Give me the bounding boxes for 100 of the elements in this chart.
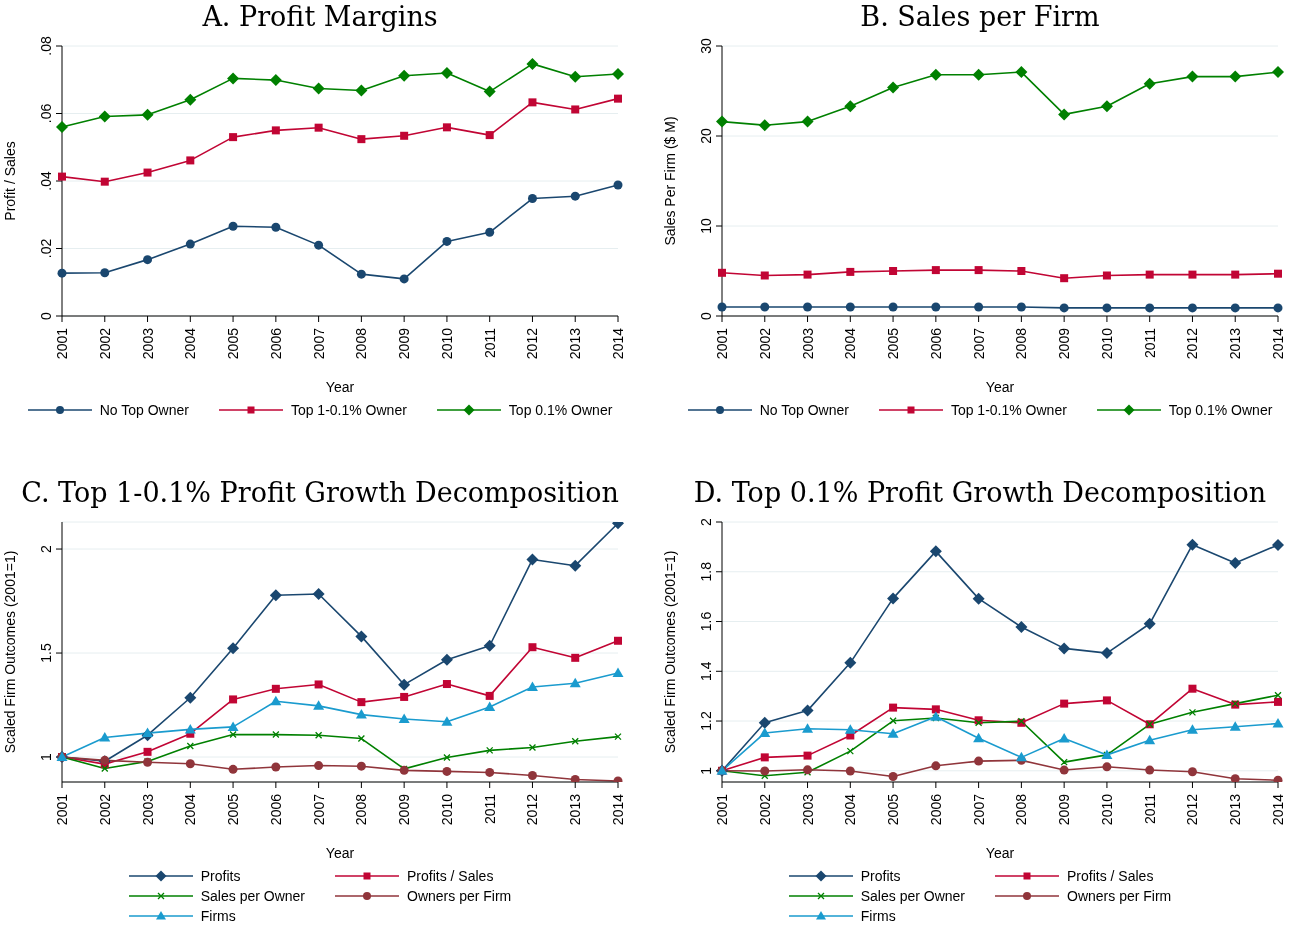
y-tick-label: .04 [38, 171, 54, 191]
x-tick-label: 2004 [182, 327, 199, 360]
y-tick-label: 1.2 [698, 711, 714, 731]
x-tick-label: 2012 [524, 793, 541, 826]
legend-label: Firms [200, 908, 236, 924]
x-tick-label: 2012 [1184, 327, 1201, 360]
y-tick-label: 0 [698, 311, 714, 320]
x-tick-label: 2003 [139, 793, 156, 826]
y-tick-label: .08 [38, 36, 54, 56]
y-tick-label: 20 [698, 128, 714, 144]
x-tick-label: 2011 [481, 793, 498, 825]
x-tick-label: 2003 [139, 327, 156, 360]
x-tick-label: 2010 [1098, 793, 1115, 826]
x-tick-label: 2002 [756, 327, 773, 360]
legend-label: Profits [200, 868, 241, 884]
x-tick-label: 2008 [353, 327, 370, 360]
x-tick-label: 2005 [225, 793, 242, 826]
x-tick-label: 2001 [54, 793, 70, 826]
legend-label: Top 1-0.1% Owner [950, 402, 1067, 418]
chart-title: D. Top 0.1% Profit Growth Decomposition [692, 476, 1268, 510]
legend-label: No Top Owner [759, 402, 849, 418]
x-axis-title: Year [985, 845, 1015, 861]
x-tick-label: 2012 [524, 327, 541, 360]
x-tick-label: 2011 [481, 327, 498, 359]
y-tick-label: 1 [38, 752, 54, 761]
x-tick-label: 2014 [1270, 793, 1286, 826]
x-tick-label: 2011 [1141, 793, 1158, 825]
x-tick-label: 2007 [970, 327, 987, 360]
x-tick-label: 2014 [610, 793, 626, 826]
x-tick-label: 2002 [96, 327, 113, 360]
chart-title: B. Sales per Firm [859, 0, 1101, 34]
y-axis-title: Sales Per Firm ($ M) [661, 116, 678, 246]
x-tick-label: 2008 [353, 793, 370, 826]
x-axis-title: Year [325, 379, 355, 395]
legend-label: Top 0.1% Owner [508, 402, 613, 418]
x-tick-label: 2006 [927, 793, 944, 826]
x-tick-label: 2009 [396, 793, 413, 826]
x-tick-label: 2006 [267, 327, 284, 360]
x-tick-label: 2004 [182, 793, 199, 826]
x-tick-label: 2014 [610, 327, 626, 360]
legend-label: Sales per Owner [860, 888, 966, 904]
x-tick-label: 2003 [799, 327, 816, 360]
x-tick-label: 2010 [438, 327, 455, 360]
y-axis-title: Scaled Firm Outcomes (2001=1) [661, 550, 678, 754]
x-tick-label: 2010 [438, 793, 455, 826]
x-axis-title: Year [325, 845, 355, 861]
legend-label: Top 1-0.1% Owner [290, 402, 407, 418]
y-tick-label: .06 [38, 103, 54, 124]
x-tick-label: 2004 [842, 793, 859, 826]
x-tick-label: 2005 [885, 793, 902, 826]
legend-label: No Top Owner [99, 402, 189, 418]
y-tick-label: 1 [698, 766, 714, 775]
legend-label: Top 0.1% Owner [1168, 402, 1273, 418]
x-tick-label: 2013 [567, 327, 584, 360]
legend-label: Profits / Sales [407, 868, 494, 884]
y-axis-title: Profit / Sales [1, 141, 18, 221]
x-tick-label: 2001 [714, 327, 730, 360]
x-tick-label: 2013 [1227, 793, 1244, 826]
x-tick-label: 2001 [54, 327, 70, 360]
legend-label: Owners per Firm [407, 888, 512, 904]
x-tick-label: 2013 [567, 793, 584, 826]
y-tick-label: 1.4 [698, 661, 714, 682]
y-tick-label: 1.8 [698, 561, 714, 582]
x-tick-label: 2002 [756, 793, 773, 826]
y-tick-label: 10 [698, 218, 714, 234]
x-tick-label: 2002 [96, 793, 113, 826]
x-tick-label: 2010 [1098, 327, 1115, 360]
legend-label: Profits [860, 868, 901, 884]
x-tick-label: 2004 [842, 327, 859, 360]
x-tick-label: 2001 [714, 793, 730, 826]
y-tick-label: .02 [38, 238, 54, 259]
x-tick-label: 2003 [799, 793, 816, 826]
x-tick-label: 2005 [885, 327, 902, 360]
x-tick-label: 2012 [1184, 793, 1201, 826]
x-tick-label: 2005 [225, 327, 242, 360]
y-axis-title: Scaled Firm Outcomes (2001=1) [1, 550, 18, 754]
y-tick-label: 1.5 [38, 643, 54, 663]
x-tick-label: 2008 [1013, 327, 1030, 360]
legend-label: Firms [860, 908, 896, 924]
y-tick-label: 2 [38, 544, 54, 553]
legend-label: Sales per Owner [200, 888, 306, 904]
x-tick-label: 2014 [1270, 327, 1286, 360]
legend-label: Profits / Sales [1067, 868, 1154, 884]
chart-title: A. Profit Margins [201, 0, 439, 34]
x-tick-label: 2007 [310, 327, 327, 360]
y-tick-label: 0 [38, 311, 54, 320]
x-tick-label: 2009 [396, 327, 413, 360]
x-tick-label: 2009 [1056, 793, 1073, 826]
x-tick-label: 2006 [927, 327, 944, 360]
x-tick-label: 2013 [1227, 327, 1244, 360]
y-tick-label: 2 [698, 517, 714, 526]
x-tick-label: 2008 [1013, 793, 1030, 826]
y-tick-label: 30 [698, 38, 714, 54]
x-tick-label: 2007 [970, 793, 987, 826]
x-tick-label: 2006 [267, 793, 284, 826]
y-tick-label: 1.6 [698, 611, 714, 632]
x-axis-title: Year [985, 379, 1015, 395]
x-tick-label: 2011 [1141, 327, 1158, 359]
x-tick-label: 2007 [310, 793, 327, 826]
legend-label: Owners per Firm [1067, 888, 1172, 904]
